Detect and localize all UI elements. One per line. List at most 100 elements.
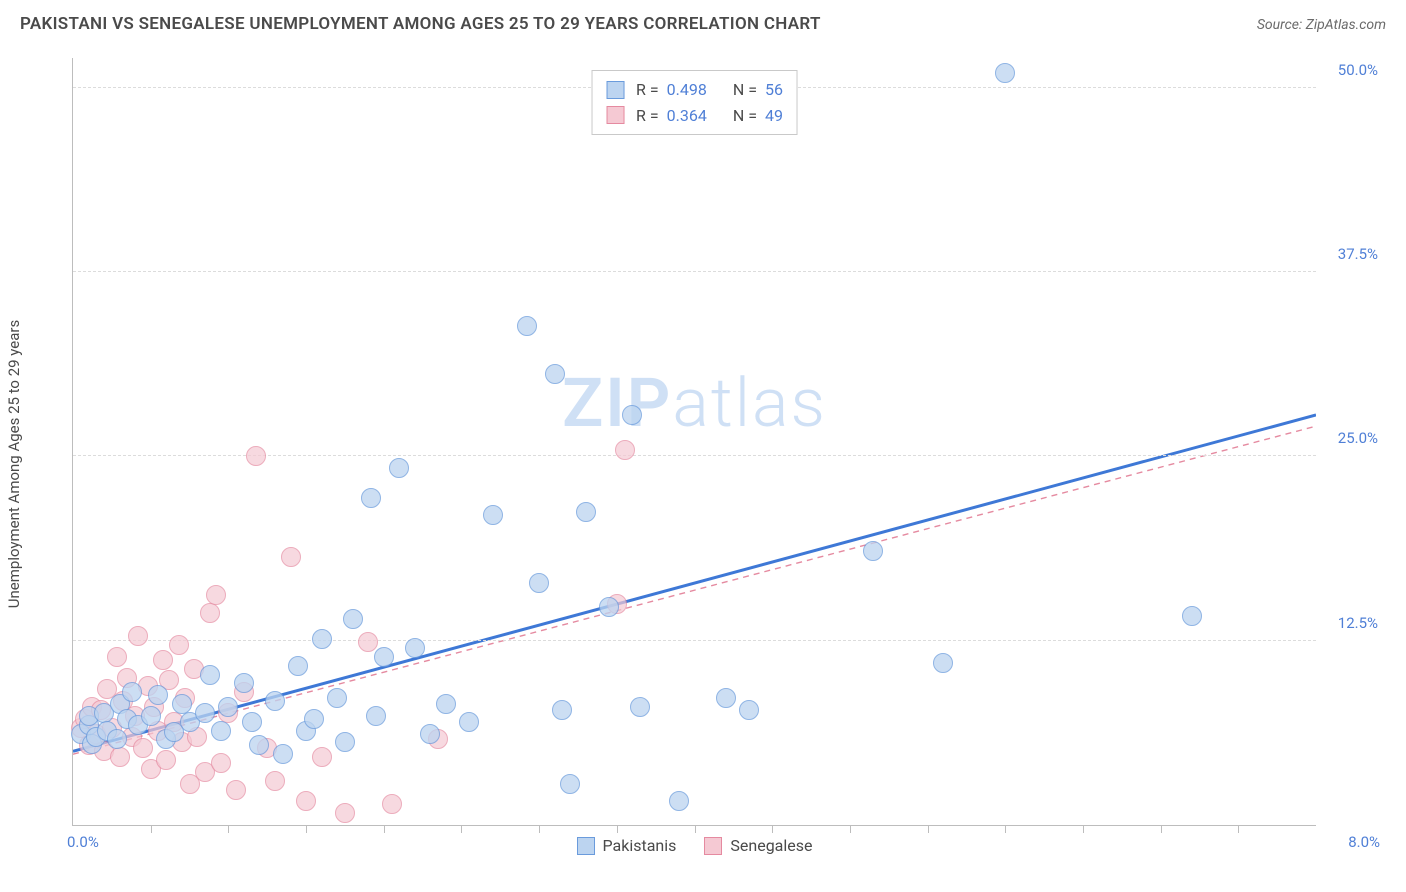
senegalese-point	[133, 738, 153, 758]
watermark: ZIPatlas	[562, 363, 827, 443]
x-tick	[151, 825, 152, 833]
legend-swatch	[577, 837, 595, 855]
senegalese-point	[296, 791, 316, 811]
senegalese-point	[226, 780, 246, 800]
pakistani-point	[374, 647, 394, 667]
pakistani-point	[265, 691, 285, 711]
r-label: R =	[636, 77, 659, 103]
x-tick	[1083, 825, 1084, 833]
senegalese-point	[128, 626, 148, 646]
pakistani-point	[335, 732, 355, 752]
pakistani-point	[576, 502, 596, 522]
senegalese-point	[156, 750, 176, 770]
legend-swatch	[704, 837, 722, 855]
watermark-rest: atlas	[672, 363, 827, 443]
trend-lines	[73, 58, 1316, 825]
pakistani-point	[242, 712, 262, 732]
pakistani-point	[459, 712, 479, 732]
series-legend-label: Pakistanis	[603, 836, 677, 855]
pakistani-point	[273, 744, 293, 764]
pakistani-point	[995, 63, 1015, 83]
source-attribution: Source: ZipAtlas.com	[1257, 17, 1386, 33]
pakistani-point	[327, 688, 347, 708]
pakistani-point	[1182, 606, 1202, 626]
pakistani-point	[669, 791, 689, 811]
stats-legend-row: R =0.498N =56	[606, 77, 783, 103]
chart-title: PAKISTANI VS SENEGALESE UNEMPLOYMENT AMO…	[20, 14, 821, 34]
scatter-plot: ZIPatlas R =0.498N =56R =0.364N =49 0.0%…	[72, 58, 1316, 826]
series-legend-item: Pakistanis	[577, 836, 677, 855]
pakistani-point	[141, 706, 161, 726]
x-tick	[617, 825, 618, 833]
senegalese-point	[281, 547, 301, 567]
senegalese-point	[246, 446, 266, 466]
pakistani-point	[933, 653, 953, 673]
pakistani-point	[599, 597, 619, 617]
gridline	[73, 640, 1316, 641]
pakistani-point	[288, 656, 308, 676]
x-tick	[1005, 825, 1006, 833]
x-tick	[539, 825, 540, 833]
pakistani-point	[622, 405, 642, 425]
x-tick	[928, 825, 929, 833]
pakistani-point	[552, 700, 572, 720]
pakistani-point	[304, 709, 324, 729]
x-tick	[695, 825, 696, 833]
legend-swatch	[606, 106, 624, 124]
x-tick	[1238, 825, 1239, 833]
r-value: 0.364	[667, 103, 707, 129]
y-axis-label: Unemployment Among Ages 25 to 29 years	[5, 320, 23, 608]
senegalese-point	[153, 650, 173, 670]
senegalese-point	[110, 747, 130, 767]
senegalese-point	[211, 753, 231, 773]
senegalese-point	[615, 440, 635, 460]
x-tick	[461, 825, 462, 833]
senegalese-point	[200, 603, 220, 623]
n-value: 49	[765, 103, 783, 129]
pakistani-point	[122, 682, 142, 702]
source-name: ZipAtlas.com	[1306, 17, 1386, 33]
pakistani-point	[343, 609, 363, 629]
pakistani-point	[312, 629, 332, 649]
x-tick	[306, 825, 307, 833]
series-legend: Pakistanis Senegalese	[577, 836, 813, 855]
senegalese-point	[335, 803, 355, 823]
y-tick-label: 25.0%	[1338, 429, 1378, 447]
series-legend-item: Senegalese	[704, 836, 812, 855]
pakistani-point	[249, 735, 269, 755]
pakistani-point	[211, 721, 231, 741]
pakistani-point	[545, 364, 565, 384]
pakistani-point	[560, 774, 580, 794]
pakistani-point	[361, 488, 381, 508]
stats-legend-row: R =0.364N =49	[606, 103, 783, 129]
chart-container: Unemployment Among Ages 25 to 29 years Z…	[20, 46, 1386, 882]
y-tick-label: 12.5%	[1338, 614, 1378, 632]
r-value: 0.498	[667, 77, 707, 103]
series-legend-label: Senegalese	[730, 836, 812, 855]
pakistani-point	[107, 729, 127, 749]
senegalese-point	[206, 585, 226, 605]
stats-legend: R =0.498N =56R =0.364N =49	[591, 70, 798, 135]
pakistani-point	[420, 724, 440, 744]
pakistani-point	[234, 673, 254, 693]
pakistani-point	[405, 638, 425, 658]
y-tick-label: 37.5%	[1338, 245, 1378, 263]
legend-swatch	[606, 81, 624, 99]
x-tick	[850, 825, 851, 833]
x-tick	[228, 825, 229, 833]
n-label: N =	[733, 77, 757, 103]
x-tick	[384, 825, 385, 833]
watermark-bold: ZIP	[562, 363, 672, 443]
pakistani-point	[529, 573, 549, 593]
pakistani-point	[389, 458, 409, 478]
senegalese-point	[312, 747, 332, 767]
x-axis-max-label: 8.0%	[1348, 833, 1380, 851]
x-tick	[772, 825, 773, 833]
senegalese-point	[107, 647, 127, 667]
pakistani-point	[483, 505, 503, 525]
n-label: N =	[733, 103, 757, 129]
pakistani-point	[218, 697, 238, 717]
pakistani-point	[200, 665, 220, 685]
pakistani-point	[716, 688, 736, 708]
pakistani-point	[517, 316, 537, 336]
